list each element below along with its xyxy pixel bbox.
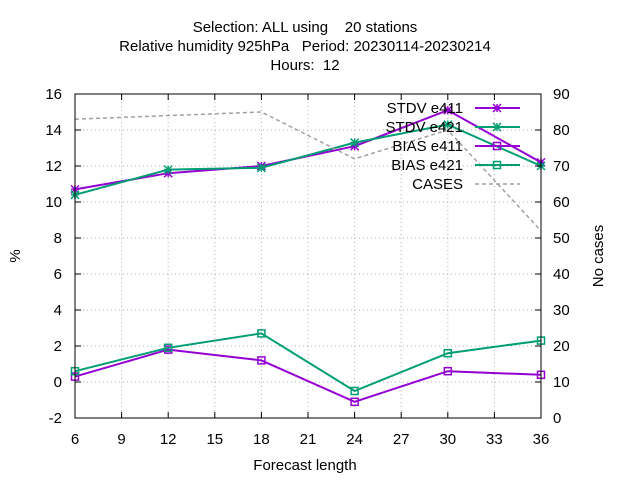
- y-tick-label: 12: [45, 158, 62, 175]
- y-tick-label: 4: [54, 302, 62, 319]
- data-point-stdv-e421: [443, 120, 453, 130]
- series-line-stdv-e421: [74, 123, 542, 196]
- series-bias-e421: [70, 329, 546, 396]
- y2-tick-label: 50: [553, 230, 570, 247]
- y2-tick-label: 70: [553, 158, 570, 175]
- y-tick-label: -2: [49, 410, 62, 427]
- y-tick-label: 14: [45, 122, 62, 139]
- series-stdv-e411: [70, 105, 546, 194]
- data-point-bias-e421: [257, 329, 266, 338]
- y2-tick-label: 60: [553, 194, 570, 211]
- legend: STDV e411 STDV e421 BIAS e411 BIAS e421 CASE…: [385, 100, 520, 193]
- data-point-bias-e421: [443, 348, 453, 358]
- legend-marker: [492, 141, 502, 151]
- legend-label: STDV e411: [387, 100, 463, 117]
- y2-tick-label: 30: [553, 302, 570, 319]
- data-series: [70, 105, 546, 407]
- x-tick-label: 18: [253, 431, 270, 448]
- axis-ticks: 6 9 12 15 18 21 24 27 30 33 36-2024681012141601020…: [45, 86, 569, 448]
- x-tick-label: 15: [206, 431, 223, 448]
- legend-marker: [492, 103, 502, 113]
- x-tick-label: 27: [393, 431, 410, 448]
- data-point-bias-e421: [163, 343, 173, 353]
- y-tick-label: 8: [54, 230, 62, 247]
- legend-marker: [492, 122, 502, 132]
- data-point-stdv-e421: [163, 165, 173, 175]
- y2-axis-label: No cases: [590, 225, 607, 288]
- grid-lines: [75, 94, 541, 418]
- chart-title: Selection: ALL using 20 stations Relative…: [119, 19, 491, 74]
- x-tick-label: 21: [300, 431, 317, 448]
- y2-tick-label: 90: [553, 86, 570, 103]
- x-tick-label: 12: [160, 431, 177, 448]
- legend-label: STDV e421: [385, 119, 463, 136]
- title-line: Selection: ALL using 20 stations: [193, 19, 418, 36]
- legend-label: CASES: [412, 176, 463, 193]
- y2-tick-label: 40: [553, 266, 570, 283]
- y2-tick-label: 0: [553, 410, 561, 427]
- data-point-bias-e411: [257, 356, 266, 365]
- legend-marker: [492, 160, 502, 170]
- y2-tick-label: 10: [553, 374, 570, 391]
- series-line-bias-e421: [74, 332, 542, 393]
- title-line: Hours: 12: [270, 57, 339, 74]
- series-stdv-e421: [70, 120, 546, 200]
- data-point-bias-e421: [350, 386, 359, 396]
- y-tick-label: 16: [45, 86, 62, 103]
- y-tick-label: 2: [54, 338, 62, 355]
- y-tick-label: 10: [45, 194, 62, 211]
- y-tick-label: 0: [54, 374, 62, 391]
- x-tick-label: 33: [486, 431, 503, 448]
- y-axis-label: %: [7, 249, 24, 262]
- series-line-bias-e411: [74, 348, 542, 403]
- x-tick-label: 9: [117, 431, 125, 448]
- x-tick-label: 6: [71, 431, 79, 448]
- data-point-bias-e411: [350, 397, 359, 407]
- y-tick-label: 6: [54, 266, 62, 283]
- series-cases: [74, 111, 542, 232]
- data-point-stdv-e421: [350, 138, 360, 148]
- x-axis-label: Forecast length: [253, 457, 356, 474]
- legend-label: BIAS e411: [392, 138, 463, 155]
- x-tick-label: 36: [533, 431, 550, 448]
- data-point-stdv-e421: [256, 163, 266, 173]
- x-tick-label: 30: [439, 431, 456, 448]
- data-point-stdv-e411: [443, 105, 453, 115]
- y2-tick-label: 80: [553, 122, 570, 139]
- x-tick-label: 24: [346, 431, 363, 448]
- title-line: Relative humidity 925hPa Period: 2023011…: [119, 38, 491, 55]
- y2-tick-label: 20: [553, 338, 570, 355]
- legend-label: BIAS e421: [391, 157, 463, 174]
- series-line-cases: [74, 111, 542, 232]
- data-point-bias-e411: [443, 366, 453, 376]
